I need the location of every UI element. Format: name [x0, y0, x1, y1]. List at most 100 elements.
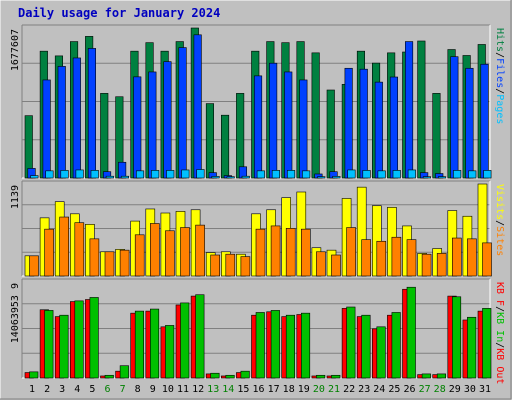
- legend-visits-item: /: [494, 220, 505, 226]
- legend-hits-item: Pages: [494, 94, 505, 124]
- panels: 1677607 1139 14063953 9: [10, 24, 492, 379]
- pages-bar: [30, 175, 39, 179]
- pages-bar: [377, 170, 386, 179]
- sites-bar: [482, 242, 492, 277]
- hits-ymax-label: 1677607: [10, 29, 21, 71]
- legend-hits: Hits/Files/Pages: [494, 28, 505, 124]
- sites-bar: [376, 240, 387, 277]
- kb-out-bar: [482, 308, 492, 379]
- kb-out-bar: [300, 312, 311, 379]
- x-tick-label: 31: [479, 384, 491, 395]
- kb-out-bar: [240, 370, 250, 379]
- kb-out-bar: [104, 374, 114, 379]
- sites-bar: [225, 253, 236, 277]
- sites-bar: [104, 251, 115, 277]
- kb-out-bar: [210, 372, 220, 379]
- pages-bar: [392, 170, 401, 179]
- pages-bar: [317, 176, 326, 179]
- legend-hits-item: Hits: [494, 28, 505, 52]
- x-tick-label: 13: [207, 384, 219, 395]
- files-bar: [269, 62, 278, 179]
- pages-bar: [347, 169, 356, 179]
- files-bar: [480, 63, 489, 179]
- x-tick-label: 28: [434, 384, 446, 395]
- pages-bar: [60, 170, 69, 179]
- hits-bar: [100, 93, 109, 179]
- kb-out-bar: [150, 308, 160, 379]
- pages-bar: [136, 170, 145, 179]
- pages-bar: [422, 176, 432, 179]
- pages-bar: [226, 176, 235, 179]
- files-bar: [178, 47, 187, 179]
- hits-bar: [432, 93, 441, 179]
- pages-bar: [407, 169, 416, 179]
- x-tick-label: 1: [29, 384, 35, 395]
- pages-bar: [120, 175, 129, 179]
- x-tick-label: 11: [177, 384, 189, 395]
- files-bar: [163, 61, 172, 179]
- legend-hits-item: Files: [494, 58, 505, 88]
- x-tick-label: 23: [358, 384, 370, 395]
- sites-bar: [436, 253, 447, 277]
- files-bar: [133, 76, 142, 179]
- pages-bar: [332, 176, 341, 179]
- files-bar: [57, 66, 66, 179]
- kb-out-bar: [331, 374, 341, 379]
- x-tick-label: 27: [419, 384, 431, 395]
- x-tick-label: 16: [252, 384, 264, 395]
- x-tick-label: 2: [44, 384, 50, 395]
- legend-visits: Visits/Sites: [494, 184, 505, 256]
- x-tick-label: 18: [283, 384, 295, 395]
- kb-out-bar: [270, 310, 280, 379]
- x-tick-label: 12: [192, 384, 204, 395]
- kb-out-bar: [119, 365, 129, 379]
- sites-bar: [467, 238, 477, 277]
- x-tick-label: 26: [403, 384, 415, 395]
- files-bar: [118, 161, 127, 179]
- x-tick-label: 5: [89, 384, 95, 395]
- sites-bar: [240, 256, 251, 277]
- kb-out-bar: [134, 310, 144, 379]
- sites-bar: [150, 223, 160, 277]
- x-tick-label: 14: [222, 384, 234, 395]
- kbytes-ymax-label: 14063953 9: [10, 283, 21, 343]
- pages-bar: [453, 170, 462, 179]
- files-bar: [87, 48, 96, 179]
- kb-out-bar: [180, 302, 190, 379]
- legend-hits-item: /: [494, 52, 505, 58]
- kbytes-panel: [21, 278, 492, 379]
- kb-out-bar: [406, 286, 416, 379]
- hits-panel: [21, 24, 492, 179]
- x-tick-label: 24: [373, 384, 385, 395]
- legend-kbytes-item: /: [494, 342, 505, 348]
- sites-bar: [89, 238, 100, 277]
- x-tick-label: 25: [388, 384, 400, 395]
- sites-bar: [421, 253, 432, 277]
- pages-bar: [241, 175, 250, 179]
- x-tick-label: 22: [343, 384, 355, 395]
- sites-bar: [406, 239, 417, 277]
- hits-bar: [417, 40, 426, 179]
- sites-bar: [285, 228, 296, 277]
- kb-out-bar: [421, 373, 431, 379]
- x-tick-label: 6: [104, 384, 110, 395]
- x-tick-label: 10: [162, 384, 174, 395]
- x-tick-label: 21: [328, 384, 340, 395]
- chart-title: Daily usage for January 2024: [18, 6, 220, 20]
- files-bar: [450, 56, 459, 179]
- pages-bar: [196, 169, 205, 179]
- sites-bar: [300, 228, 311, 277]
- pages-bar: [302, 170, 311, 179]
- legend-kbytes-item: /: [494, 306, 505, 312]
- sites-bar: [59, 216, 70, 277]
- pages-bar: [166, 170, 175, 179]
- kb-out-bar: [195, 294, 205, 379]
- kb-out-bar: [391, 312, 401, 379]
- kb-out-bar: [59, 314, 69, 379]
- legend-kbytes-item: KB F: [494, 282, 505, 306]
- files-bar: [359, 68, 368, 179]
- sites-bar: [44, 228, 54, 277]
- hits-bar: [326, 89, 335, 179]
